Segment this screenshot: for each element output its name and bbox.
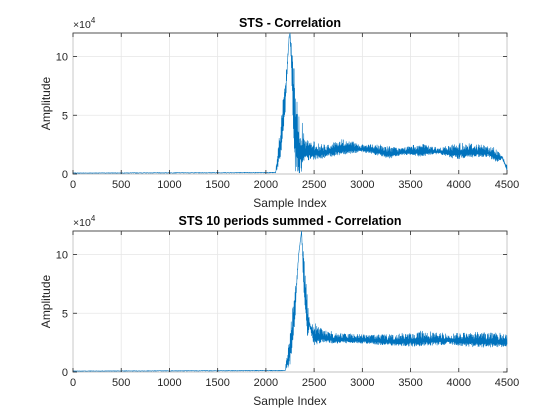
x-tick-label: 0 [70,179,76,191]
ticks-2: 0 500 1000 1500 2000 2500 3000 3500 4000 4500 0 5 10 [56,231,519,389]
y-tick-label: 10 [56,250,68,262]
x-tick-label: 2500 [302,377,326,389]
y-axis-label-1: Amplitude [39,77,53,131]
subplot-2: 0 500 1000 1500 2000 2500 3000 3500 4000 4500 0 5 10… [39,214,519,408]
y-tick-label: 10 [56,52,68,64]
x-tick-label: 1000 [157,179,181,191]
x-tick-label: 3500 [398,179,422,191]
x-tick-label: 500 [112,179,130,191]
x-tick-label: 4500 [495,377,519,389]
x-tick-label: 2500 [302,179,326,191]
grid-2 [72,231,508,373]
x-tick-label: 0 [70,377,76,389]
series-2 [72,230,508,372]
y-tick-label: 5 [62,308,68,320]
correlation-line [72,230,508,372]
chart-title-2: STS 10 periods summed - Correlation [179,214,402,228]
x-tick-label: 1000 [157,377,181,389]
y-exponent-label-1: ×104 [73,16,96,31]
x-tick-label: 2000 [254,179,278,191]
series-1 [72,32,508,174]
x-tick-label: 4500 [495,179,519,191]
x-tick-label: 3000 [350,179,374,191]
x-axis-label-1: Sample Index [253,196,326,210]
x-tick-label: 4000 [447,377,471,389]
ticks-1: 0 500 1000 1500 2000 2500 3000 3500 4000 4500 0 5 10 [56,33,519,191]
x-tick-label: 2000 [254,377,278,389]
x-axis-label-2: Sample Index [253,394,326,408]
y-axis-label-2: Amplitude [39,275,53,329]
y-tick-label: 0 [62,367,68,379]
x-tick-label: 1500 [205,377,229,389]
x-tick-label: 500 [112,377,130,389]
correlation-line [72,32,508,174]
subplot-1: 0 500 1000 1500 2000 2500 3000 3500 4000 4500 0 5 10… [39,16,519,210]
y-exponent-label-2: ×104 [73,214,96,229]
y-tick-label: 5 [62,110,68,122]
y-tick-label: 0 [62,169,68,181]
chart-title-1: STS - Correlation [239,16,341,30]
x-tick-label: 4000 [447,179,471,191]
x-tick-label: 3000 [350,377,374,389]
x-tick-label: 1500 [205,179,229,191]
x-tick-label: 3500 [398,377,422,389]
